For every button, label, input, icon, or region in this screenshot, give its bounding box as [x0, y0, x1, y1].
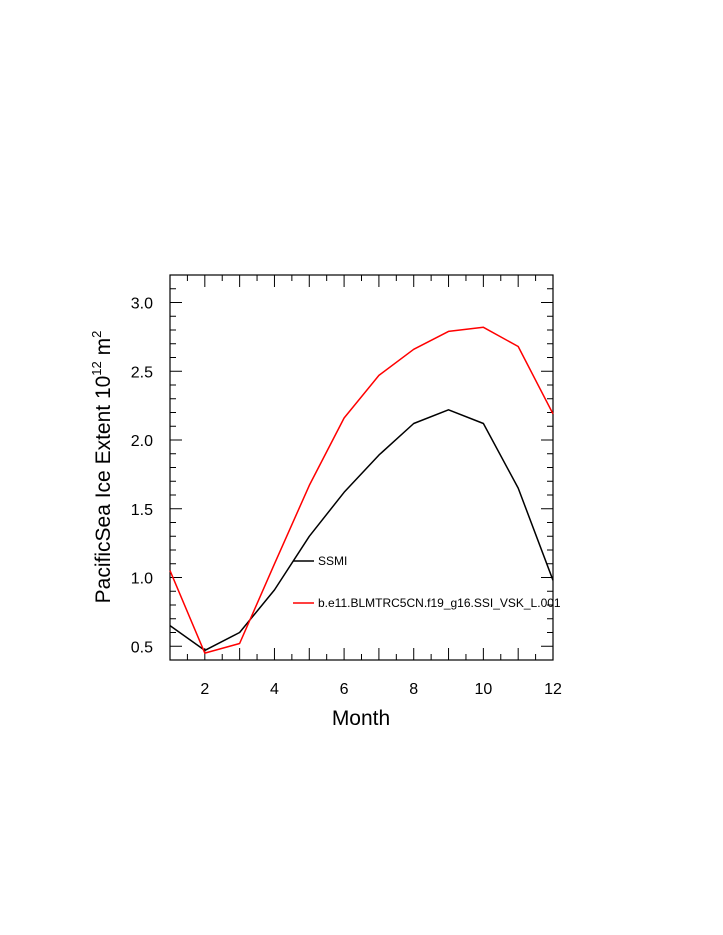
y-tick-label: 2.0 — [131, 433, 153, 450]
y-axis-title-unit: m — [92, 338, 115, 361]
y-tick-label: 0.5 — [131, 639, 153, 656]
y-tick-label: 2.5 — [131, 364, 153, 381]
x-tick-label: 12 — [544, 681, 562, 698]
x-axis-title: Month — [332, 707, 390, 730]
legend-label-ssmi: SSMI — [318, 554, 347, 568]
x-tick-label: 2 — [200, 681, 209, 698]
axis-tick-labels: 2 4 6 8 10 12 0.5 1.0 1.5 2.0 2.5 3.0 — [131, 296, 562, 699]
series-line-ssmi — [169, 409, 554, 652]
x-tick-label: 6 — [340, 681, 349, 698]
y-tick-label: 1.0 — [131, 571, 153, 588]
x-tick-label: 10 — [474, 681, 492, 698]
y-axis-title: PacificSea Ice Extent 1012 m2 — [89, 331, 115, 604]
series-line-model — [169, 326, 554, 654]
x-tick-label: 8 — [409, 681, 418, 698]
y-axis-title-exponent: 12 — [89, 361, 104, 375]
y-axis-title-unit-exponent: 2 — [89, 331, 104, 338]
y-tick-label: 1.5 — [131, 502, 153, 519]
y-tick-label: 3.0 — [131, 296, 153, 313]
legend: SSMI b.e11.BLMTRC5CN.f19_g16.SSI_VSK_L.00… — [293, 554, 561, 610]
legend-label-model: b.e11.BLMTRC5CN.f19_g16.SSI_VSK_L.001 — [318, 596, 561, 610]
series-lines — [169, 326, 554, 654]
axis-ticks — [169, 274, 554, 661]
x-tick-label: 4 — [270, 681, 279, 698]
y-axis-title-main: PacificSea Ice Extent 10 — [92, 376, 115, 604]
